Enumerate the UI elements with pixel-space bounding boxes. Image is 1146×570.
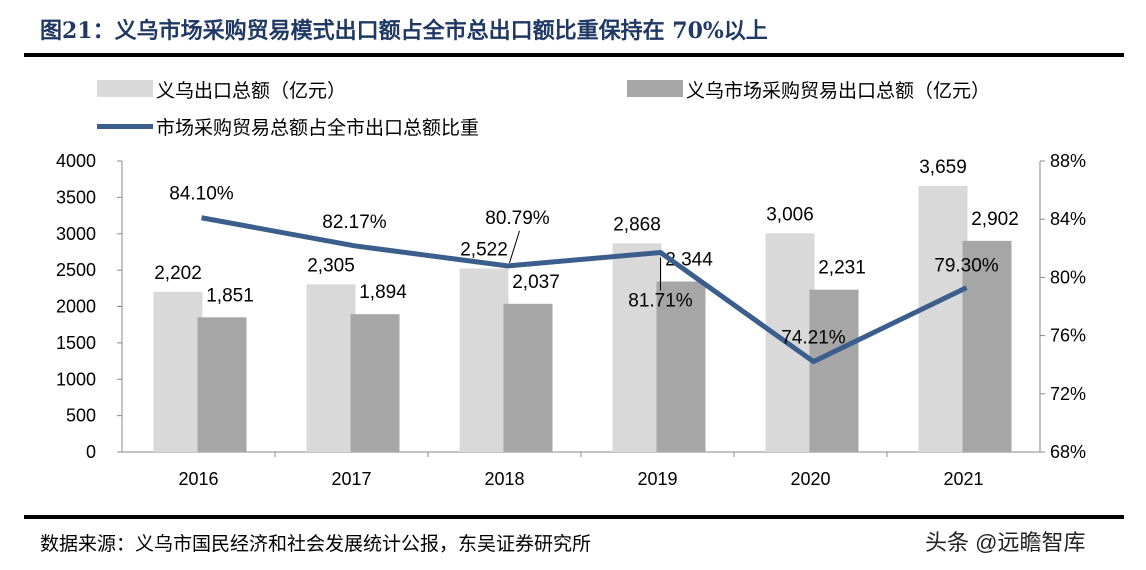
x-tick-label: 2017: [331, 469, 371, 489]
legend-swatch-total: [97, 80, 153, 97]
footer-rule: [24, 515, 1124, 519]
left-tick-label: 1500: [56, 333, 96, 353]
ratio-label: 82.17%: [322, 212, 387, 233]
ratio-label: 80.79%: [485, 208, 550, 229]
x-tick-label: 2020: [790, 469, 830, 489]
legend: 义乌出口总额（亿元） 义乌市场采购贸易出口总额（亿元） 市场采购贸易总额占全市出…: [97, 80, 990, 139]
bar-total: [153, 291, 203, 452]
bar-market-label: 1,894: [359, 282, 407, 303]
bar-market: [197, 317, 247, 452]
bar-market: [962, 240, 1012, 452]
watermark: 头条 @远瞻智库: [925, 530, 1085, 555]
bar-total-label: 3,006: [766, 204, 814, 225]
bar-total: [918, 185, 968, 453]
bar-market: [656, 281, 706, 452]
bar-market: [503, 303, 553, 452]
bar-total-label: 2,522: [460, 240, 508, 261]
leader-line: [509, 230, 520, 264]
x-tick-label: 2016: [178, 469, 218, 489]
left-tick-label: 500: [66, 406, 96, 426]
bar-total-label: 2,305: [307, 255, 355, 276]
chart-title: 图21：义乌市场采购贸易模式出口额占全市总出口额比重保持在 70%以上: [40, 18, 768, 44]
bar-market: [350, 314, 400, 452]
left-tick-label: 3500: [56, 187, 96, 207]
legend-swatch-ratio: [97, 124, 153, 129]
right-tick-label: 84%: [1050, 209, 1086, 229]
legend-label-market: 义乌市场采购贸易出口总额（亿元）: [686, 80, 990, 102]
legend-swatch-market: [627, 80, 683, 97]
bar-total: [306, 284, 356, 452]
title-rule: [24, 53, 1124, 57]
ratio-label: 79.30%: [934, 256, 999, 277]
bar-total: [459, 268, 509, 452]
source-note: 数据来源：义乌市国民经济和社会发展统计公报，东吴证券研究所: [40, 533, 591, 555]
bar-total: [612, 243, 662, 452]
ratio-label: 84.10%: [169, 184, 234, 205]
left-tick-label: 2000: [56, 297, 96, 317]
x-tick-label: 2018: [484, 469, 524, 489]
bar-total-label: 2,868: [613, 214, 661, 235]
bar-market-label: 2,231: [818, 258, 866, 279]
right-tick-label: 76%: [1050, 326, 1086, 346]
right-tick-label: 88%: [1050, 151, 1086, 171]
bar-total-label: 3,659: [919, 157, 967, 178]
left-tick-label: 3000: [56, 224, 96, 244]
bar-market: [809, 289, 859, 452]
x-tick-label: 2021: [943, 469, 983, 489]
bar-market-label: 2,902: [971, 209, 1019, 230]
right-tick-label: 68%: [1050, 442, 1086, 462]
x-tick-label: 2019: [637, 469, 677, 489]
left-tick-label: 4000: [56, 151, 96, 171]
bar-market-label: 1,851: [206, 285, 254, 306]
right-tick-label: 80%: [1050, 267, 1086, 287]
legend-label-ratio: 市场采购贸易总额占全市出口总额比重: [156, 117, 479, 139]
bar-market-label: 2,037: [512, 272, 560, 293]
ratio-line: [201, 215, 968, 365]
bar-total-label: 2,202: [154, 263, 202, 284]
left-tick-label: 1000: [56, 369, 96, 389]
left-tick-label: 2500: [56, 260, 96, 280]
ratio-label: 74.21%: [781, 328, 846, 349]
legend-label-total: 义乌出口总额（亿元）: [156, 80, 346, 102]
left-tick-label: 0: [86, 442, 96, 462]
right-tick-label: 72%: [1050, 384, 1086, 404]
ratio-label: 81.71%: [628, 291, 693, 312]
